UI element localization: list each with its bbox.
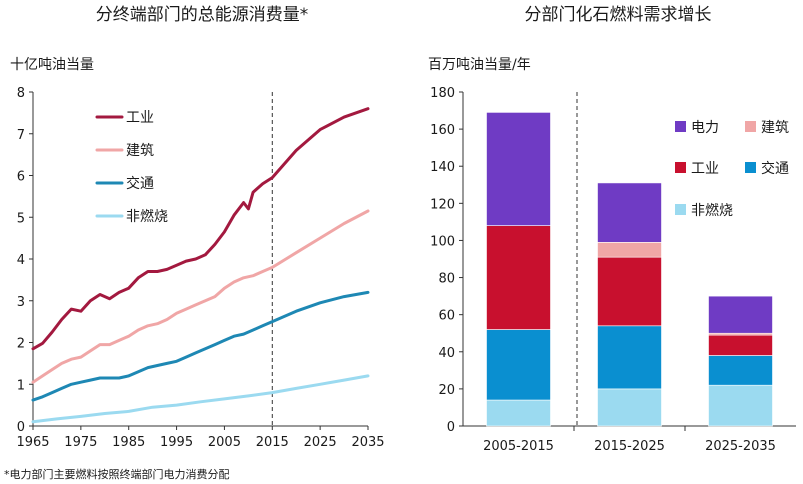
legend-swatch: [745, 121, 756, 132]
legend-label: 非燃烧: [126, 208, 168, 225]
series-line: [31, 290, 370, 402]
left-y-tick-label: 3: [17, 295, 25, 310]
left-y-tick-label: 4: [17, 253, 25, 268]
bar-segment: [486, 329, 551, 401]
right-y-tick-label: 120: [430, 197, 455, 212]
legend-swatch: [745, 162, 756, 173]
bar-segment: [708, 355, 773, 386]
legend-swatch: [675, 204, 686, 215]
left-series-lines: [31, 107, 370, 424]
left-x-tick-label: 2005: [208, 435, 241, 450]
legend-label: 工业: [126, 110, 154, 126]
legend-label: 交通: [761, 160, 789, 177]
bar-segment: [708, 334, 773, 356]
left-y-tick-label: 1: [17, 378, 25, 393]
bar-segment: [597, 256, 662, 327]
left-y-tick-label: 7: [17, 128, 25, 143]
right-y-tick-label: 100: [430, 234, 455, 249]
right-chart: 分部门化石燃料需求增长 百万吨油当量/年 0 20 40 60 80 100 120 140 1…: [428, 5, 796, 454]
right-x-tick-label: 2005-2015: [483, 439, 554, 454]
bar-segment: [486, 225, 551, 330]
left-x-tick-label: 1965: [16, 435, 49, 450]
left-y-tick-label: 6: [17, 170, 25, 185]
right-x-ticks: 2005-2015 2015-2025 2025-2035: [483, 426, 776, 454]
legend-label: 工业: [691, 161, 719, 177]
right-y-tick-label: 140: [430, 160, 455, 175]
legend-label: 非燃烧: [691, 202, 733, 219]
left-x-tick-label: 1985: [112, 435, 145, 450]
right-y-axis-label: 百万吨油当量/年: [428, 57, 531, 73]
left-y-axis-label: 十亿吨油当量: [10, 57, 94, 73]
right-y-tick-label: 180: [430, 86, 455, 101]
right-y-tick-label: 20: [438, 383, 455, 398]
series-line: [31, 374, 370, 424]
right-x-tick-label: 2025-2035: [705, 439, 776, 454]
right-x-tick-label: 2015-2025: [594, 439, 665, 454]
legend-swatch: [675, 162, 686, 173]
left-x-ticks: 1965 1975 1985 1995 2005 2015 2025 2035: [16, 426, 385, 450]
bar-segment: [597, 388, 662, 427]
series-line: [31, 107, 370, 351]
left-y-tick-label: 0: [17, 420, 25, 435]
right-y-tick-label: 40: [438, 346, 455, 361]
right-y-tick-label: 0: [447, 420, 455, 435]
left-y-tick-label: 8: [17, 86, 25, 101]
right-y-ticks: 0 20 40 60 80 100 120 140 160 180: [430, 86, 463, 435]
right-bars: [486, 112, 773, 427]
bar-segment: [708, 295, 773, 334]
legend-label: 交通: [126, 175, 154, 192]
legend-label: 电力: [691, 120, 719, 136]
series-line: [31, 209, 370, 384]
left-y-tick-label: 2: [17, 337, 25, 352]
left-x-tick-label: 2025: [304, 435, 337, 450]
right-y-tick-label: 160: [430, 123, 455, 138]
left-x-tick-label: 1995: [160, 435, 193, 450]
footnote: *电力部门主要燃料按照终端部门电力消费分配: [4, 467, 230, 481]
left-x-tick-label: 1975: [64, 435, 97, 450]
bar-segment: [597, 182, 662, 243]
legend-label: 建筑: [761, 120, 789, 136]
left-y-tick-label: 5: [17, 211, 25, 226]
bar-segment: [708, 384, 773, 427]
left-chart-title: 分终端部门的总能源消费量*: [96, 5, 309, 25]
left-x-tick-label: 2015: [256, 435, 289, 450]
bar-segment: [597, 325, 662, 390]
left-y-ticks: 0 1 2 3 4 5 6 7 8: [17, 86, 33, 435]
bar-segment: [486, 399, 551, 427]
bar-segment: [486, 112, 551, 226]
bar-segment: [597, 242, 662, 258]
left-x-tick-label: 2035: [351, 435, 384, 450]
legend-label: 建筑: [126, 143, 154, 159]
right-y-tick-label: 80: [438, 272, 455, 287]
legend-swatch: [675, 121, 686, 132]
right-y-tick-label: 60: [438, 309, 455, 324]
right-chart-title: 分部门化石燃料需求增长: [525, 5, 712, 25]
